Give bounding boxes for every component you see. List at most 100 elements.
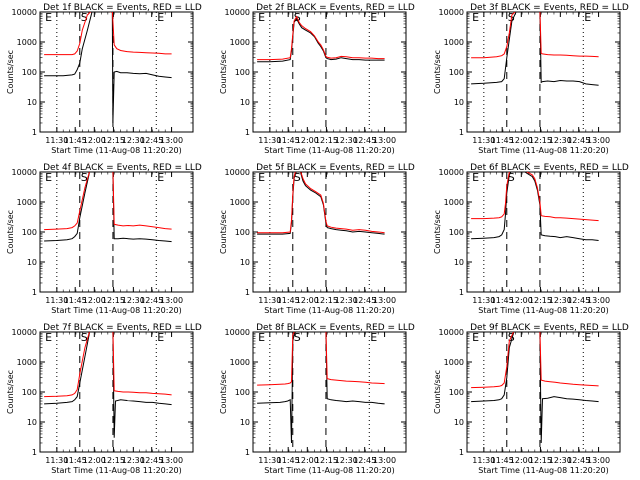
x-tick-label: 12:45 [567, 456, 590, 465]
series-lld-line [44, 332, 172, 398]
x-tick-label: 11:45 [491, 456, 514, 465]
x-tick-label: 12:00 [510, 136, 533, 145]
event-marker-label: E [258, 331, 265, 344]
x-tick-label: 12:00 [296, 136, 319, 145]
event-marker-label: E [370, 171, 377, 184]
x-tick-label: 12:45 [353, 456, 376, 465]
x-axis-label: Start Time (11-Aug-08 11:20:20) [264, 466, 395, 475]
x-tick-label: 11:45 [277, 456, 300, 465]
x-tick-label: 12:15 [529, 456, 552, 465]
x-tick-label: 11:45 [64, 456, 87, 465]
series-lld-line [257, 172, 385, 234]
y-tick-label: 100 [449, 388, 464, 397]
x-tick-label: 11:30 [258, 136, 281, 145]
x-tick-label: 13:00 [373, 136, 396, 145]
series-events-line [471, 172, 599, 241]
y-tick-label: 1000 [17, 38, 37, 47]
x-tick-label: 13:00 [587, 296, 610, 305]
y-tick-label: 10 [240, 98, 250, 107]
event-marker-label: E [584, 11, 591, 24]
y-tick-label: 100 [22, 68, 37, 77]
x-tick-label: 12:30 [549, 456, 572, 465]
chart-panel-7: Det 7f BLACK = Events, RED = LLD 1 10 100 10… [6, 323, 202, 475]
x-tick-label: 12:45 [567, 296, 590, 305]
x-tick-label: 11:45 [277, 296, 300, 305]
y-axis-label: Counts/sec [433, 50, 442, 94]
x-tick-label: 12:45 [353, 136, 376, 145]
event-marker-label: E [157, 171, 164, 184]
plot-frame [39, 171, 194, 293]
event-marker-label: E [258, 171, 265, 184]
x-axis-label: Start Time (11-Aug-08 11:20:20) [264, 146, 395, 155]
y-tick-label: 1 [32, 288, 37, 297]
event-marker-label: E [370, 331, 377, 344]
chart-panel-3: Det 3f BLACK = Events, RED = LLD 1 10 100 10… [433, 3, 629, 155]
y-tick-label: 10000 [439, 8, 464, 17]
y-tick-label: 10 [454, 418, 464, 427]
x-tick-label: 12:00 [83, 136, 106, 145]
chart-title: Det 5f BLACK = Events, RED = LLD [256, 163, 415, 173]
x-tick-label: 12:15 [315, 296, 338, 305]
x-tick-label: 11:45 [64, 136, 87, 145]
chart-title: Det 1f BLACK = Events, RED = LLD [43, 3, 202, 13]
y-tick-label: 100 [235, 228, 250, 237]
x-tick-label: 11:30 [45, 136, 68, 145]
x-tick-label: 12:30 [335, 296, 358, 305]
y-tick-label: 100 [235, 68, 250, 77]
event-marker-label: E [157, 331, 164, 344]
y-tick-label: 1 [459, 288, 464, 297]
x-tick-label: 12:30 [122, 456, 145, 465]
x-tick-label: 11:45 [491, 296, 514, 305]
x-tick-label: 11:30 [258, 296, 281, 305]
series-events-line [44, 172, 172, 243]
y-tick-label: 10 [27, 258, 37, 267]
event-marker-label: S [81, 11, 88, 24]
x-axis-label: Start Time (11-Aug-08 11:20:20) [264, 306, 395, 315]
x-tick-label: 12:45 [140, 296, 163, 305]
plot-frame [252, 331, 407, 453]
x-tick-label: 12:00 [510, 296, 533, 305]
y-tick-label: 10 [27, 98, 37, 107]
series-lld-line [257, 15, 385, 61]
event-marker-label: S [81, 331, 88, 344]
x-tick-label: 11:45 [491, 136, 514, 145]
x-tick-label: 11:30 [472, 296, 495, 305]
x-tick-label: 12:15 [102, 296, 125, 305]
plot-frame [466, 171, 621, 293]
x-tick-label: 11:30 [45, 456, 68, 465]
event-marker-label: E [584, 331, 591, 344]
x-tick-label: 12:45 [353, 296, 376, 305]
x-tick-label: 12:45 [140, 456, 163, 465]
chart-panel-1: Det 1f BLACK = Events, RED = LLD 1 10 100 10… [6, 3, 202, 155]
series-events-line [257, 172, 385, 235]
x-tick-label: 12:00 [83, 296, 106, 305]
x-tick-label: 12:15 [529, 296, 552, 305]
series-lld-line [44, 12, 172, 56]
plot-frame [252, 171, 407, 293]
event-marker-label: E [472, 171, 479, 184]
series-events-line [257, 17, 385, 63]
plot-frame [466, 11, 621, 133]
y-tick-label: 100 [235, 388, 250, 397]
y-tick-label: 10 [454, 98, 464, 107]
y-tick-label: 1000 [17, 358, 37, 367]
chart-title: Det 6f BLACK = Events, RED = LLD [470, 163, 629, 173]
series-lld-line [471, 172, 599, 222]
event-marker-label: S [81, 171, 88, 184]
y-tick-label: 1 [459, 448, 464, 457]
event-marker-label: E [472, 11, 479, 24]
series-events-line [471, 332, 599, 444]
chart-title: Det 4f BLACK = Events, RED = LLD [43, 163, 202, 173]
y-tick-label: 10000 [439, 328, 464, 337]
series-lld-line [471, 12, 599, 59]
x-tick-label: 12:30 [335, 456, 358, 465]
y-tick-label: 1 [245, 448, 250, 457]
chart-panel-5: Det 5f BLACK = Events, RED = LLD 1 10 100 10… [219, 163, 415, 315]
plot-frame [252, 11, 407, 133]
y-tick-label: 10000 [439, 168, 464, 177]
x-tick-label: 13:00 [373, 456, 396, 465]
chart-title: Det 2f BLACK = Events, RED = LLD [256, 3, 415, 13]
y-tick-label: 1 [245, 128, 250, 137]
x-tick-label: 12:15 [315, 136, 338, 145]
y-tick-label: 1000 [230, 198, 250, 207]
